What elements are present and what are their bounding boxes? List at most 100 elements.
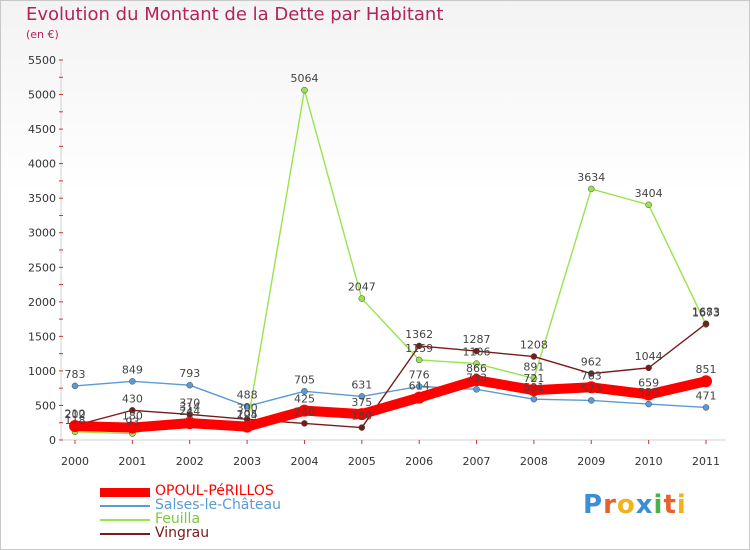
data-point: [358, 393, 366, 400]
data-point: [530, 353, 538, 360]
data-label: 591: [523, 381, 544, 394]
data-label: 962: [581, 356, 602, 369]
data-point: [645, 400, 652, 408]
legend-swatch: [100, 505, 150, 507]
data-point: [527, 384, 540, 397]
legend-swatch: [100, 519, 150, 521]
data-label: 783: [65, 368, 86, 381]
data-label: 210: [65, 407, 86, 420]
x-tick-label: 2008: [520, 455, 548, 468]
data-label: 3404: [635, 187, 663, 200]
data-label: 793: [179, 367, 200, 380]
data-label: 314: [179, 400, 200, 413]
data-label: 430: [122, 392, 143, 405]
x-tick-label: 2010: [635, 455, 663, 468]
data-point: [473, 386, 480, 393]
data-label: 614: [409, 380, 430, 393]
legend-swatch: [100, 488, 150, 497]
legend-label: Vingrau: [155, 525, 210, 541]
y-tick-label: 2500: [28, 261, 56, 274]
y-tick-label: 0: [49, 434, 56, 447]
data-point: [298, 404, 311, 417]
data-point: [69, 420, 81, 433]
data-label: 240: [294, 405, 315, 418]
series-line-3: [74, 89, 707, 435]
data-point: [183, 417, 196, 430]
chart-title: Evolution du Montant de la Dette par Hab…: [26, 4, 444, 25]
data-point: [358, 295, 366, 302]
x-tick-label: 2005: [348, 455, 376, 468]
series-line-4: [74, 323, 707, 429]
data-label: 202: [65, 408, 86, 421]
data-label: 244: [179, 405, 200, 418]
data-label: 705: [294, 373, 315, 386]
data-label: 471: [696, 389, 717, 402]
data-label: 573: [581, 382, 602, 395]
data-label: 1044: [635, 350, 663, 363]
data-label: 425: [294, 393, 315, 406]
series-line-2: [74, 380, 707, 409]
data-point: [301, 388, 308, 395]
data-point: [645, 201, 652, 209]
data-point: [358, 424, 366, 431]
data-point: [129, 407, 136, 414]
data-label: 194: [237, 409, 258, 422]
data-point: [702, 320, 710, 327]
data-point: [355, 408, 368, 421]
data-point: [415, 356, 423, 364]
x-tick-label: 2001: [118, 455, 146, 468]
data-point: [585, 381, 598, 394]
data-point: [702, 404, 710, 411]
data-point: [473, 360, 480, 367]
data-point: [129, 378, 136, 385]
y-tick-label: 2000: [28, 296, 56, 309]
data-point: [700, 375, 712, 388]
data-label: 180: [351, 410, 372, 423]
data-point: [470, 374, 483, 387]
data-point: [588, 370, 595, 377]
proxiti-logo: Proxiti: [583, 490, 687, 520]
data-point: [413, 391, 426, 404]
data-label: 1159: [405, 342, 433, 355]
data-point: [588, 185, 595, 193]
data-point: [186, 381, 193, 389]
data-point: [126, 421, 139, 434]
data-label: 851: [696, 363, 717, 376]
x-tick-label: 2006: [405, 455, 433, 468]
data-label: 180: [122, 410, 143, 423]
y-tick-label: 4000: [28, 158, 56, 171]
data-point: [71, 382, 79, 390]
data-label: 721: [523, 372, 544, 385]
y-tick-label: 5500: [28, 54, 56, 67]
data-label: 776: [409, 368, 430, 381]
legend-swatch: [100, 533, 150, 535]
data-label: 2047: [348, 281, 376, 294]
data-label: 891: [523, 360, 544, 373]
data-label: 1683: [692, 306, 720, 319]
x-tick-label: 2004: [290, 455, 318, 468]
data-point: [530, 375, 538, 382]
data-point: [415, 383, 423, 390]
data-label: 659: [638, 376, 659, 389]
x-tick-label: 2003: [233, 455, 261, 468]
data-label: 733: [466, 371, 487, 384]
legend-label: Feuilla: [155, 511, 201, 527]
data-label: 5064: [290, 72, 318, 85]
data-point: [241, 420, 254, 433]
y-tick-label: 3000: [28, 227, 56, 240]
data-label: 488: [237, 388, 258, 401]
x-tick-label: 2002: [176, 455, 204, 468]
data-label: 849: [122, 363, 143, 376]
data-label: 1106: [463, 346, 491, 359]
data-point: [642, 388, 655, 401]
data-point: [301, 420, 308, 427]
data-label: 866: [466, 362, 487, 375]
data-label: 205: [237, 408, 258, 421]
chart-subtitle: (en €): [26, 28, 59, 41]
data-point: [301, 86, 308, 94]
data-point: [645, 364, 652, 372]
data-point: [588, 397, 595, 404]
data-label: 631: [351, 378, 372, 391]
data-label: 375: [351, 396, 372, 409]
